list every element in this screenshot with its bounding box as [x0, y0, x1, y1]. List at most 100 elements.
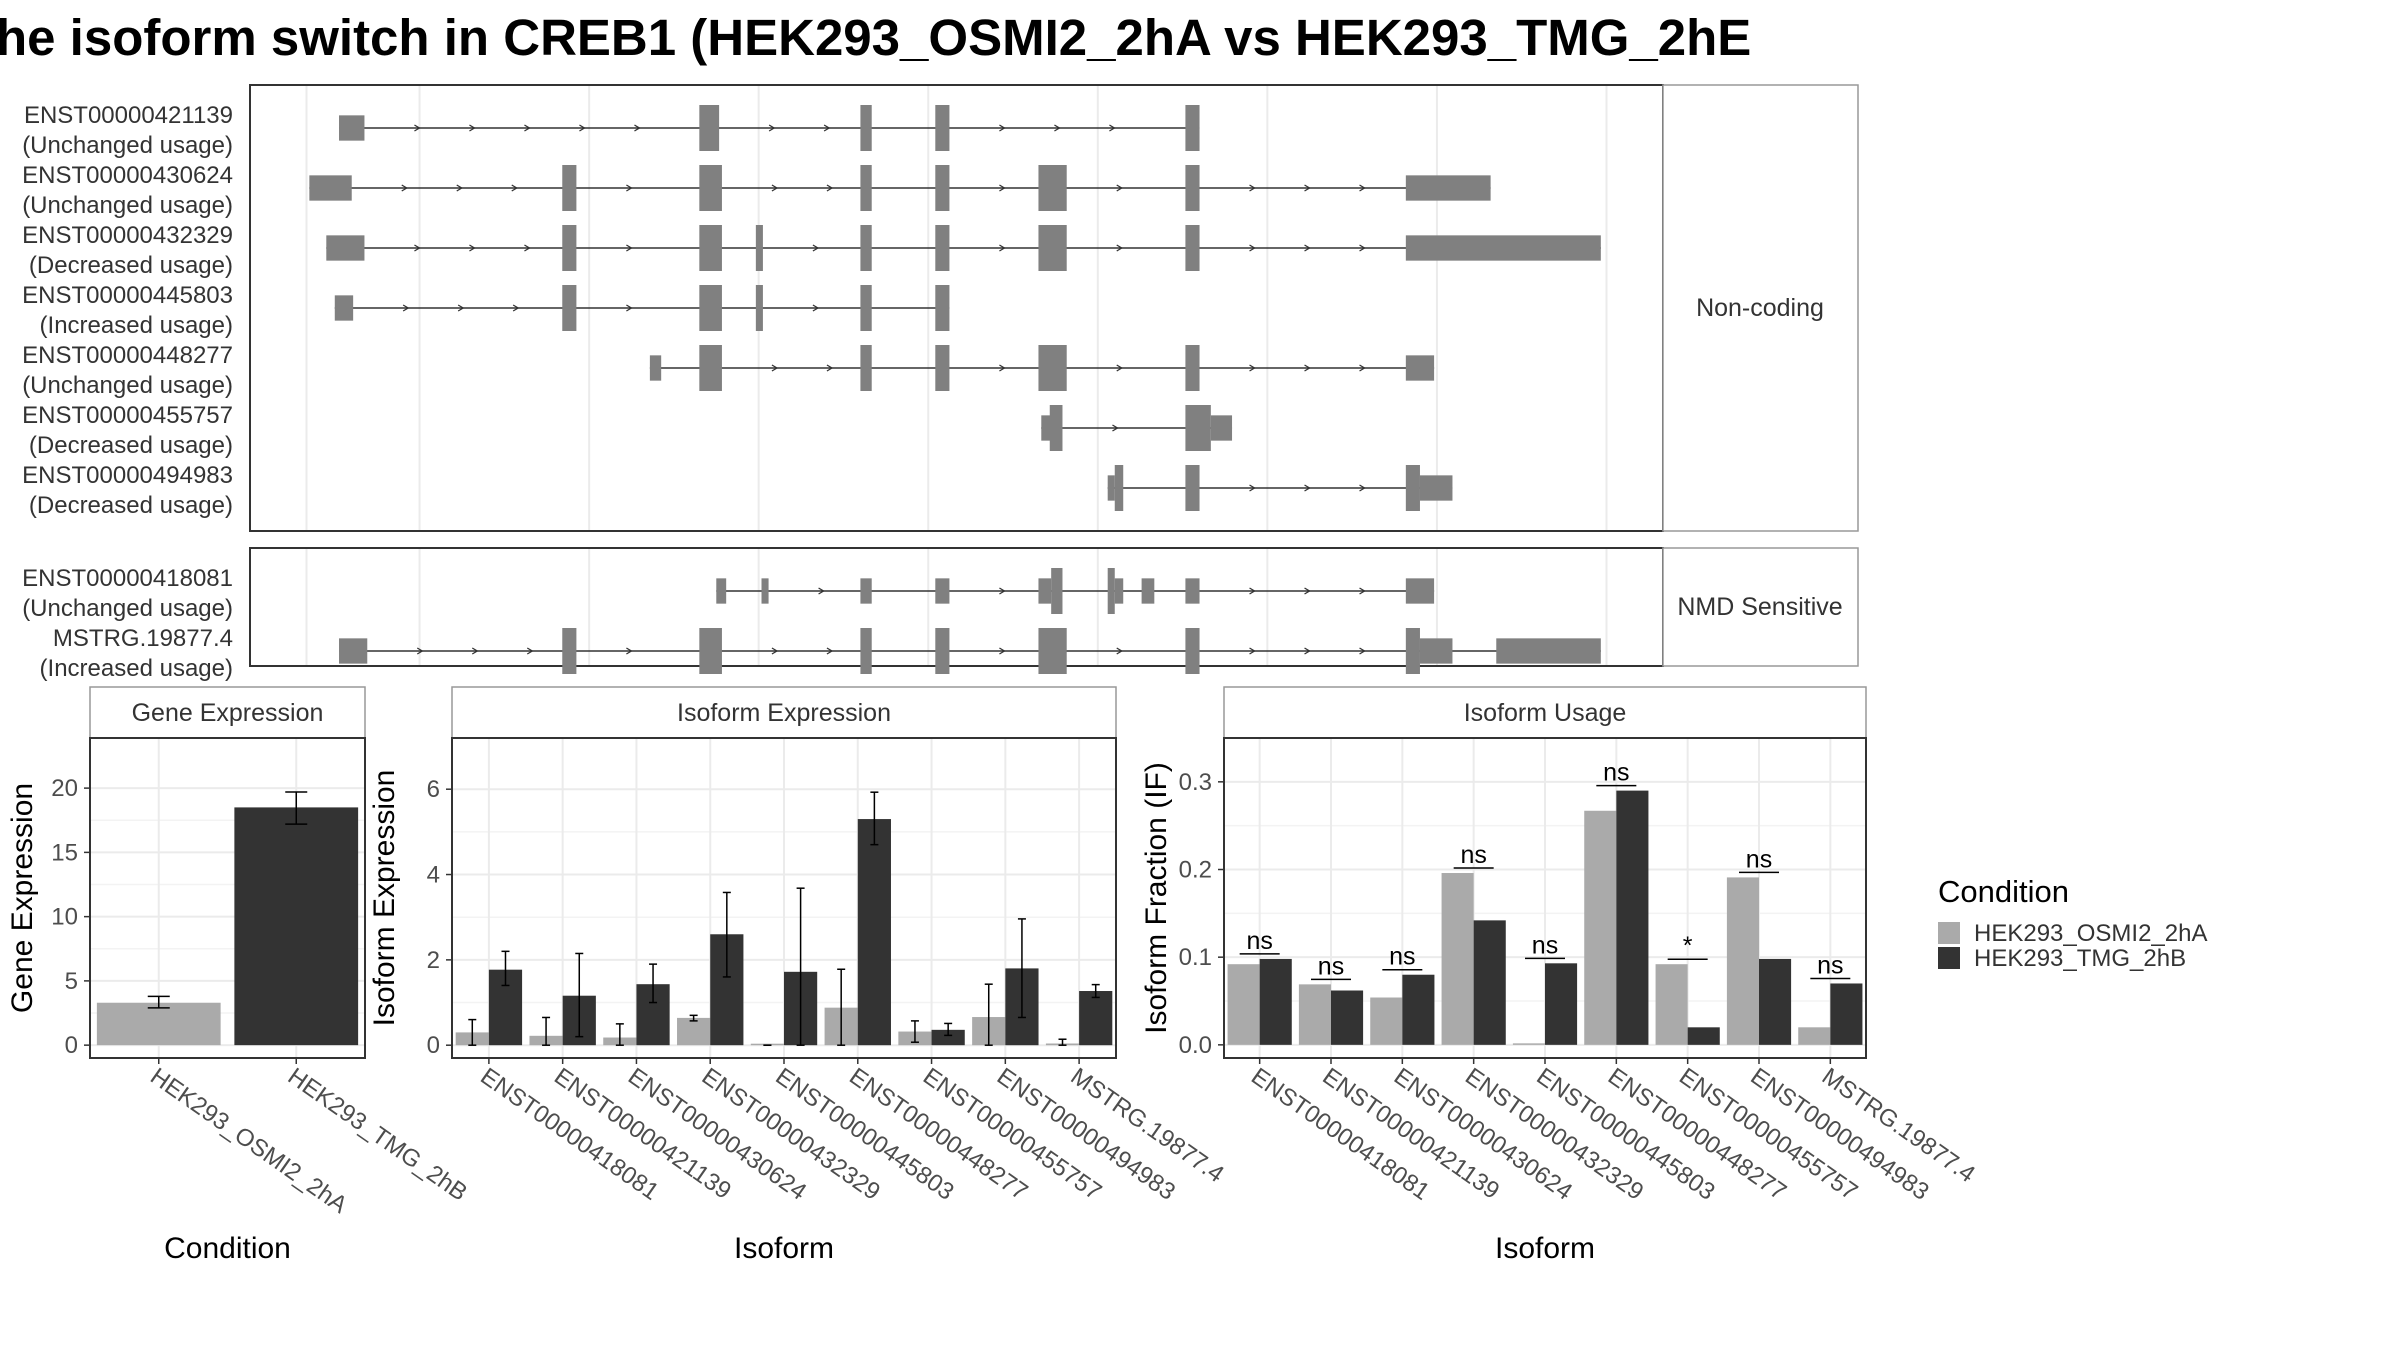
exon-block	[935, 628, 950, 674]
intron-arrow	[402, 304, 410, 312]
exon-block	[1405, 465, 1420, 511]
bar	[96, 1002, 221, 1046]
intron-arrow	[626, 304, 633, 312]
intron-arrow	[771, 364, 779, 372]
exon-block	[1038, 628, 1067, 674]
exon-block	[562, 165, 577, 211]
exon-block	[1107, 475, 1115, 501]
transcript-usage-label: (Unchanged usage)	[22, 595, 233, 622]
exon-block	[1405, 578, 1435, 604]
y-axis-title: Isoform Fraction (IF)	[1140, 762, 1173, 1034]
exon-block	[1185, 578, 1200, 604]
intron-arrow	[1304, 244, 1311, 252]
exon-block	[1114, 465, 1124, 511]
y-tick-label: 15	[51, 839, 78, 866]
exon-block	[935, 578, 950, 604]
exon-block	[935, 165, 950, 211]
exon-block	[699, 345, 722, 391]
intron-arrow	[1249, 587, 1256, 595]
bar	[1830, 983, 1863, 1045]
intron-arrow	[414, 244, 421, 252]
exon-block	[1041, 415, 1053, 441]
intron-arrow	[524, 124, 531, 132]
legend-label: HEK293_OSMI2_2hA	[1974, 920, 2207, 947]
exon-block	[1107, 568, 1115, 614]
intron-arrow	[1304, 647, 1311, 655]
bar	[1655, 964, 1688, 1045]
exon-block	[699, 225, 722, 271]
y-axis-title: Gene Expression	[6, 783, 39, 1013]
y-tick-label: 2	[427, 947, 440, 974]
exon-block	[716, 578, 727, 604]
exon-block	[339, 115, 365, 141]
intron-arrow	[1249, 484, 1256, 492]
exon-block	[649, 355, 662, 381]
exon-block	[1405, 175, 1491, 201]
intron-arrow	[456, 184, 463, 192]
intron-arrow	[626, 244, 633, 252]
intron-arrow	[1359, 184, 1366, 192]
intron-arrow	[1116, 364, 1123, 372]
intron-arrow	[457, 304, 465, 312]
y-tick-label: 0.3	[1179, 769, 1212, 796]
exon-block	[860, 578, 872, 604]
intron-arrow	[626, 647, 633, 655]
intron-arrow	[826, 647, 834, 655]
x-axis-title: Isoform	[1495, 1232, 1595, 1265]
intron-arrow	[469, 244, 476, 252]
intron-arrow	[579, 124, 586, 132]
y-tick-label: 0.2	[1179, 857, 1212, 884]
exon-block	[935, 285, 950, 331]
intron-arrow	[1304, 484, 1311, 492]
significance-label: ns	[1246, 927, 1272, 955]
exon-block	[1185, 105, 1200, 151]
exon-block	[860, 345, 872, 391]
intron-arrow	[826, 364, 834, 372]
exon-block	[1419, 638, 1453, 664]
exon-block	[334, 295, 354, 321]
figure-title: he isoform switch in CREB1 (HEK293_OSMI2…	[0, 9, 1751, 66]
exon-block	[860, 628, 872, 674]
intron-arrow	[1249, 364, 1256, 372]
panel-strip	[451, 686, 1117, 739]
transcript-id-label: ENST00000445803	[22, 282, 233, 309]
intron-arrow	[469, 124, 476, 132]
y-tick-label: 4	[427, 862, 440, 889]
exon-block	[1038, 225, 1067, 271]
structure-strip	[1662, 547, 1859, 667]
significance-label: ns	[1318, 952, 1344, 980]
significance-label: ns	[1389, 943, 1415, 971]
exon-block	[860, 225, 872, 271]
bar	[1473, 920, 1506, 1045]
bar	[1402, 974, 1435, 1045]
intron-arrow	[1249, 244, 1256, 252]
intron-arrow	[401, 184, 408, 192]
intron-arrow	[818, 587, 825, 595]
bar	[1259, 958, 1292, 1045]
transcript-usage-label: (Decreased usage)	[29, 492, 233, 519]
exon-block	[935, 225, 950, 271]
exon-block	[1038, 578, 1052, 604]
y-tick-label: 0.0	[1179, 1032, 1212, 1059]
intron-arrow	[999, 244, 1006, 252]
panel-title: Isoform Expression	[677, 699, 891, 727]
transcript-usage-label: (Unchanged usage)	[22, 372, 233, 399]
exon-block	[1038, 345, 1067, 391]
intron-arrow	[1359, 587, 1366, 595]
exon-block	[755, 225, 763, 271]
intron-arrow	[1359, 244, 1366, 252]
significance-label: ns	[1532, 931, 1558, 959]
exon-block	[699, 285, 722, 331]
exon-block	[1405, 235, 1601, 261]
exon-block	[860, 285, 872, 331]
intron-arrow	[812, 304, 820, 312]
intron-arrow	[511, 184, 518, 192]
exon-block	[1405, 628, 1420, 674]
intron-arrow	[999, 184, 1006, 192]
exon-block	[562, 628, 577, 674]
transcript-usage-label: (Decreased usage)	[29, 252, 233, 279]
transcript-id-label: ENST00000418081	[22, 565, 233, 592]
bar	[1759, 958, 1792, 1045]
significance-label: *	[1683, 932, 1693, 960]
